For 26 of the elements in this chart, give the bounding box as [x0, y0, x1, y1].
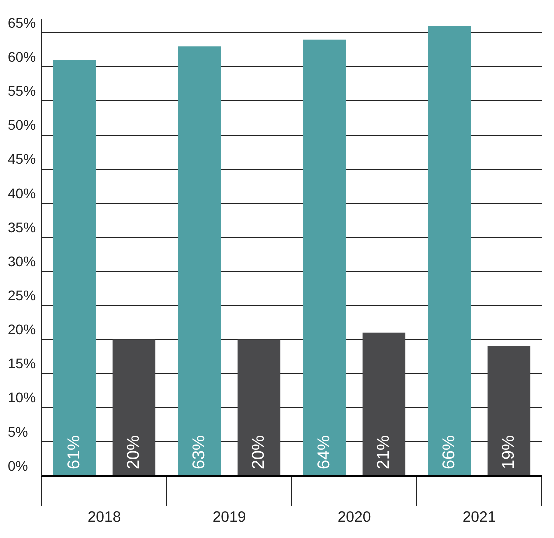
data-label: 66%: [440, 435, 459, 470]
data-label: 20%: [248, 435, 268, 470]
data-label: 64%: [314, 435, 334, 470]
x-tick-label: 2021: [462, 509, 496, 526]
x-tick-label: 2018: [88, 509, 122, 526]
y-tick-label: 20%: [8, 322, 36, 338]
y-tick-label: 35%: [8, 219, 36, 236]
data-label: 20%: [124, 435, 143, 470]
y-tick-label: 10%: [8, 390, 36, 406]
x-tick-label: 2020: [338, 509, 372, 526]
y-tick-label: 50%: [8, 117, 36, 134]
y-tick-label: 25%: [8, 287, 36, 304]
x-tick-label: 2019: [212, 509, 246, 526]
data-label: 63%: [190, 435, 209, 470]
y-tick-label: 5%: [8, 424, 28, 440]
data-label: 19%: [498, 435, 518, 470]
y-tick-label: 40%: [8, 185, 36, 202]
data-label: 21%: [374, 435, 393, 470]
y-tick-label: 55%: [8, 83, 36, 100]
y-tick-label: 0%: [8, 458, 28, 474]
y-tick-label: 15%: [8, 356, 36, 372]
y-tick-label: 65%: [8, 14, 36, 31]
y-tick-label: 45%: [8, 151, 36, 168]
y-tick-label: 60%: [8, 48, 36, 65]
data-label: 61%: [64, 435, 84, 470]
y-tick-label: 30%: [8, 253, 36, 270]
